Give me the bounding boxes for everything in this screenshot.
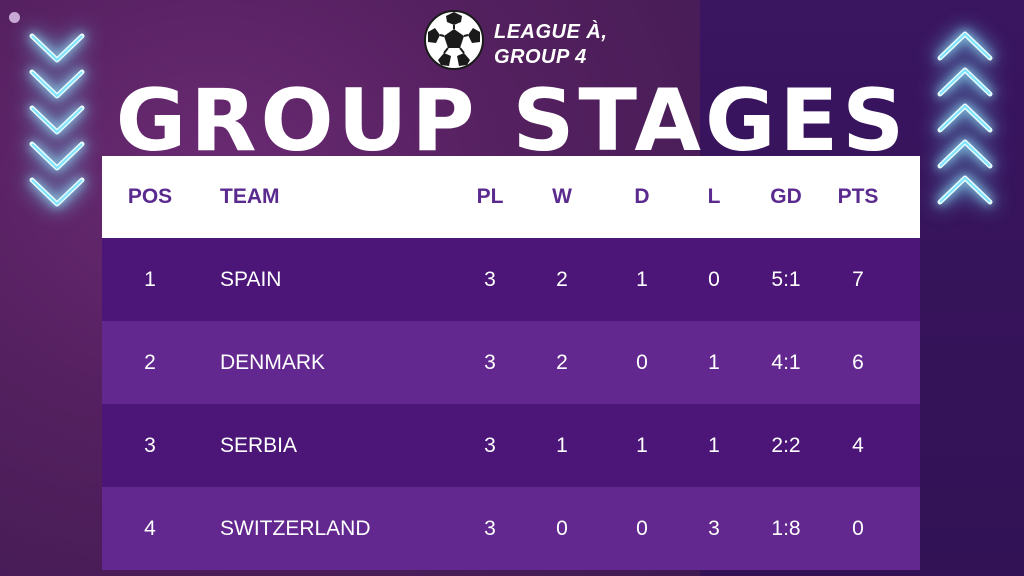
cell-pts: 7: [852, 267, 864, 291]
column-header-pos: POS: [127, 185, 173, 208]
chevron-up-icon: [936, 172, 994, 208]
cell-team: SWITZERLAND: [220, 516, 371, 540]
cell-gd: 5:1: [771, 267, 801, 291]
chevron-down-icon: [28, 102, 86, 138]
chevron-down-icon: [28, 138, 86, 174]
cell-l: 0: [708, 267, 720, 291]
chevron-down-icon: [28, 66, 86, 102]
chevron-up-icon: [936, 28, 994, 64]
cell-team: DENMARK: [220, 350, 326, 374]
decorative-dot: [9, 12, 20, 23]
cell-pts: 0: [852, 516, 864, 540]
chevron-down-icon: [28, 174, 86, 210]
cell-l: 1: [708, 433, 720, 457]
column-header-pts: PTS: [837, 185, 879, 208]
chevron-down-icon: [28, 30, 86, 66]
cell-pl: 3: [484, 433, 496, 457]
chevron-up-icon: [936, 100, 994, 136]
column-header-team: TEAM: [220, 185, 280, 208]
cell-pos: 4: [144, 516, 156, 540]
table-row: 4 SWITZERLAND 3 0 0 3 1:8 0: [102, 487, 920, 570]
league-group-label: LEAGUE À, GROUP 4: [494, 20, 654, 70]
cell-gd: 1:8: [771, 516, 801, 540]
table-row: 1 SPAIN 3 2 1 0 5:1 7: [102, 238, 920, 321]
league-name: LEAGUE À,: [494, 21, 608, 43]
right-chevron-decoration: [936, 28, 996, 208]
cell-pos: 3: [144, 433, 156, 457]
soccer-ball-icon: [422, 8, 486, 72]
group-name: GROUP 4: [494, 46, 587, 68]
cell-d: 0: [636, 350, 648, 374]
cell-d: 1: [636, 433, 648, 457]
league-header: LEAGUE À, GROUP 4: [422, 8, 642, 74]
chevron-up-icon: [936, 136, 994, 172]
standings-table: POS TEAM PL W D L GD PTS 1 SPAIN 3 2 1 0…: [102, 156, 920, 576]
cell-w: 1: [556, 433, 568, 457]
column-header-w: W: [552, 185, 572, 208]
chevron-up-icon: [936, 64, 994, 100]
table-row: 3 SERBIA 3 1 1 1 2:2 4: [102, 404, 920, 487]
cell-l: 1: [708, 350, 720, 374]
cell-team: SPAIN: [220, 267, 282, 291]
cell-gd: 2:2: [771, 433, 801, 457]
cell-pts: 6: [852, 350, 864, 374]
cell-d: 1: [636, 267, 648, 291]
cell-w: 2: [556, 350, 568, 374]
page-title: GROUP STAGES: [115, 71, 909, 171]
cell-pl: 3: [484, 350, 496, 374]
table-header-row: POS TEAM PL W D L GD PTS: [102, 156, 920, 238]
left-chevron-decoration: [28, 30, 88, 210]
column-header-pl: PL: [476, 185, 504, 208]
cell-w: 0: [556, 516, 568, 540]
cell-pts: 4: [852, 433, 864, 457]
cell-pl: 3: [484, 267, 496, 291]
cell-team: SERBIA: [220, 433, 298, 457]
cell-pos: 1: [144, 267, 156, 291]
cell-pl: 3: [484, 516, 496, 540]
cell-pos: 2: [144, 350, 156, 374]
column-header-gd: GD: [770, 185, 802, 208]
cell-l: 3: [708, 516, 720, 540]
cell-gd: 4:1: [771, 350, 801, 374]
column-header-d: D: [634, 185, 650, 208]
table-row: 2 DENMARK 3 2 0 1 4:1 6: [102, 321, 920, 404]
cell-d: 0: [636, 516, 648, 540]
cell-w: 2: [556, 267, 568, 291]
column-header-l: L: [707, 185, 721, 208]
